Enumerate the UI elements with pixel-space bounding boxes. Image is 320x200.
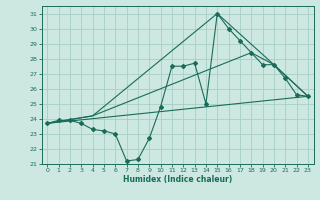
X-axis label: Humidex (Indice chaleur): Humidex (Indice chaleur) [123,175,232,184]
